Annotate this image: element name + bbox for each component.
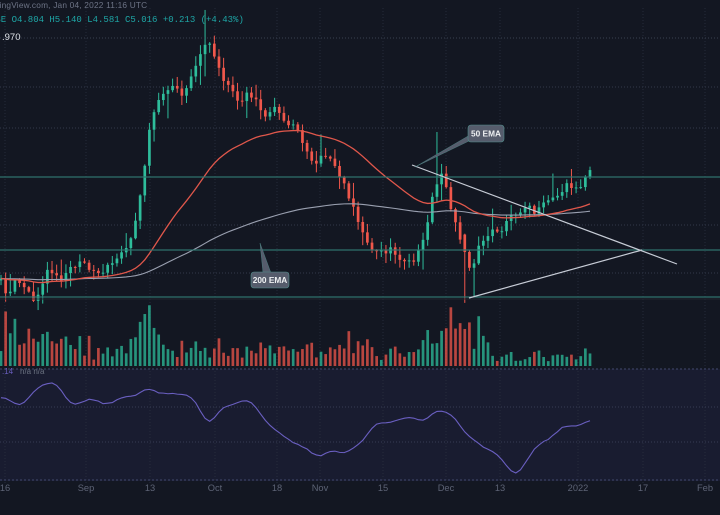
svg-text:Sep: Sep: [78, 483, 95, 493]
svg-text:n/a n/a: n/a n/a: [20, 367, 45, 376]
svg-text:Dec: Dec: [438, 483, 455, 493]
svg-text:Feb: Feb: [697, 483, 713, 493]
svg-text:Oct: Oct: [208, 483, 223, 493]
svg-text:13: 13: [495, 483, 505, 493]
svg-text:17: 17: [638, 483, 648, 493]
svg-text:13: 13: [145, 483, 155, 493]
svg-text:16: 16: [0, 483, 10, 493]
svg-text:50 EMA: 50 EMA: [471, 129, 501, 139]
svg-text:TradingView.com, Jan 04, 2022: TradingView.com, Jan 04, 2022 11:16 UTC: [0, 0, 147, 10]
svg-text:.14: .14: [2, 367, 14, 376]
svg-text:Nov: Nov: [312, 483, 329, 493]
svg-text:2022: 2022: [568, 483, 589, 493]
svg-text:200 EMA: 200 EMA: [253, 275, 288, 285]
svg-text:15: 15: [378, 483, 388, 493]
svg-text:18: 18: [272, 483, 282, 493]
svg-text:.970: .970: [2, 32, 21, 43]
svg-text:USE O4.804 H5.140 L4.581 C: USE O4.804 H5.140 L4.581 C5.016 +0.213 (…: [0, 15, 244, 25]
